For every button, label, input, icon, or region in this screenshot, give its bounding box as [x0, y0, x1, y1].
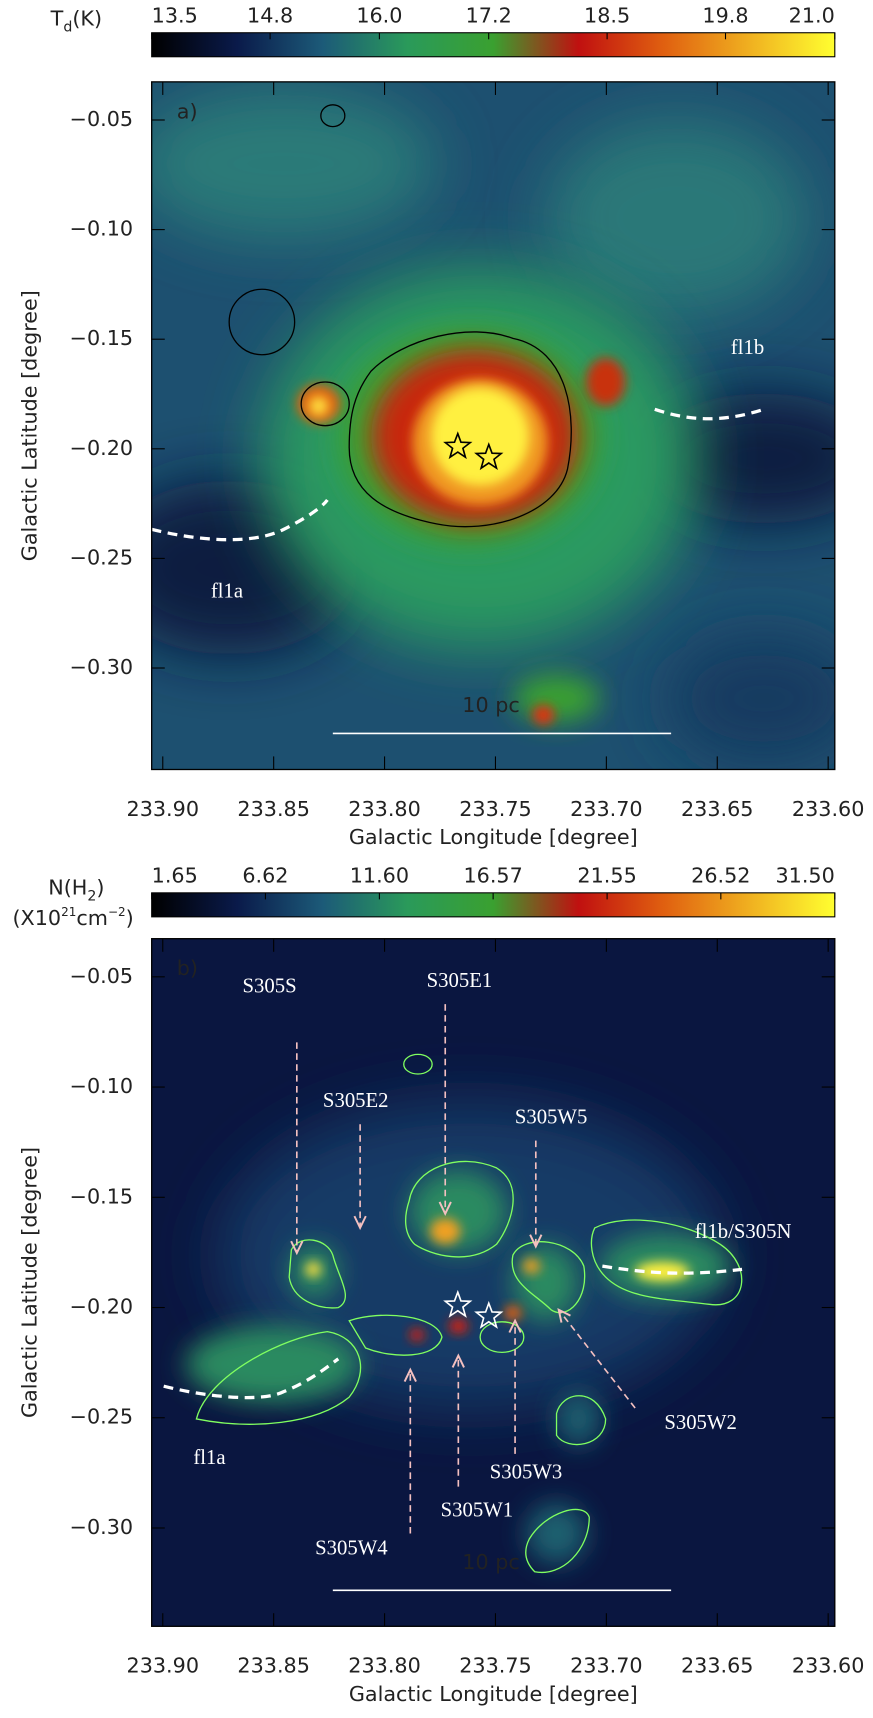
scale-bar-label: 10 pc [462, 1550, 519, 1574]
map-b [151, 938, 835, 1627]
x-tick-label: 233.70 [570, 1654, 642, 1678]
label-part: cm [76, 906, 108, 930]
arrow-head [353, 1215, 367, 1231]
annotation: S305W3 [490, 1461, 563, 1483]
x-tick-label: 233.80 [348, 797, 420, 821]
colorbar-tick-label: 1.65 [152, 863, 198, 887]
annotation: S305W1 [441, 1499, 514, 1521]
colorbar-tick-label: 21.0 [789, 3, 835, 27]
x-axis-title: Galactic Longitude [degree] [349, 1682, 638, 1706]
colorbar-tick-label: 16.57 [463, 863, 522, 887]
label-part: ) [96, 875, 104, 899]
y-tick-label: −0.25 [70, 1405, 133, 1429]
annotation: S305S [242, 976, 296, 998]
colorbar-tick-label: 26.52 [691, 863, 750, 887]
label-part: d [63, 20, 72, 36]
panel-label: a) [177, 99, 198, 123]
x-tick-label: 233.85 [237, 1654, 309, 1678]
plot-frame [151, 938, 836, 1627]
star-marker [443, 431, 473, 460]
x-axis-title: Galactic Longitude [degree] [349, 825, 638, 849]
arrow-head [438, 1201, 452, 1216]
star-marker [474, 442, 504, 471]
y-tick-label: −0.10 [70, 1074, 133, 1098]
colorbar [151, 32, 836, 58]
label-part: T [50, 7, 64, 31]
annotation: S305W5 [515, 1107, 588, 1129]
x-tick-label: 233.75 [459, 797, 531, 821]
y-tick-label: −0.05 [70, 107, 133, 131]
map-a [151, 81, 835, 770]
x-tick-label: 233.60 [792, 797, 864, 821]
arrow-head [451, 1353, 465, 1368]
colorbar-label: N(H2) [48, 875, 104, 904]
annotation: S305W2 [664, 1412, 737, 1434]
annotation: S305E2 [323, 1090, 389, 1112]
y-tick-label: −0.15 [70, 326, 133, 350]
annotation: S305W4 [315, 1538, 388, 1560]
y-tick-label: −0.30 [70, 1515, 133, 1539]
y-axis-title: Galactic Latitude [degree] [18, 1147, 42, 1418]
x-tick-label: 233.90 [127, 1654, 199, 1678]
star-marker [443, 1289, 473, 1318]
arrow-head [290, 1240, 304, 1256]
arrow-head [557, 1308, 571, 1323]
annotation: fl1b [731, 337, 764, 359]
colorbar-tick-label: 19.8 [702, 3, 748, 27]
colorbar-tick-label: 13.5 [152, 3, 198, 27]
label-part: ) [126, 906, 134, 930]
x-tick-label: 233.70 [570, 797, 642, 821]
y-tick-label: −0.05 [70, 964, 133, 988]
colorbar-tick-label: 21.55 [577, 863, 636, 887]
label-part: (X10 [12, 906, 61, 930]
y-tick-label: −0.25 [70, 545, 133, 569]
y-tick-label: −0.15 [70, 1184, 133, 1208]
y-tick-label: −0.10 [70, 217, 133, 241]
label-part: (K) [72, 7, 102, 31]
scale-bar-label: 10 pc [462, 693, 519, 717]
star-marker [474, 1300, 504, 1329]
x-tick-label: 233.60 [792, 1654, 864, 1678]
x-tick-label: 233.85 [237, 797, 309, 821]
label-part: 21 [61, 905, 76, 919]
x-tick-label: 233.90 [127, 797, 199, 821]
colorbar-unit: (X1021cm−2) [12, 905, 133, 931]
y-tick-label: −0.30 [70, 655, 133, 679]
y-tick-label: −0.20 [70, 436, 133, 460]
annotation: fl1b/S305N [695, 1221, 792, 1243]
arrow-shaft [558, 1309, 636, 1409]
annotation: fl1a [193, 1447, 225, 1469]
label-part: N(H [48, 875, 87, 899]
panel-label: b) [177, 956, 198, 980]
plot-frame [151, 81, 836, 771]
x-tick-label: 233.65 [681, 797, 753, 821]
x-tick-label: 233.75 [459, 1654, 531, 1678]
arrow-head [403, 1367, 417, 1383]
colorbar-tick-label: 11.60 [350, 863, 409, 887]
x-tick-label: 233.80 [348, 1654, 420, 1678]
colorbar-tick-label: 6.62 [242, 863, 288, 887]
colorbar-label: Td(K) [50, 7, 102, 36]
y-axis-title: Galactic Latitude [degree] [18, 290, 42, 561]
colorbar-tick-label: 17.2 [466, 3, 512, 27]
label-part: −2 [108, 905, 126, 919]
y-tick-label: −0.20 [70, 1295, 133, 1319]
colorbar-tick-label: 14.8 [247, 3, 293, 27]
colorbar-tick-label: 18.5 [584, 3, 630, 27]
annotation: S305E1 [427, 970, 493, 992]
arrow-head [508, 1318, 522, 1333]
arrow-head [529, 1234, 543, 1249]
colorbar-tick-label: 31.50 [775, 863, 834, 887]
colorbar-tick-label: 16.0 [356, 3, 402, 27]
x-tick-label: 233.65 [681, 1654, 753, 1678]
label-part: 2 [87, 888, 96, 904]
annotation: fl1a [211, 580, 243, 602]
